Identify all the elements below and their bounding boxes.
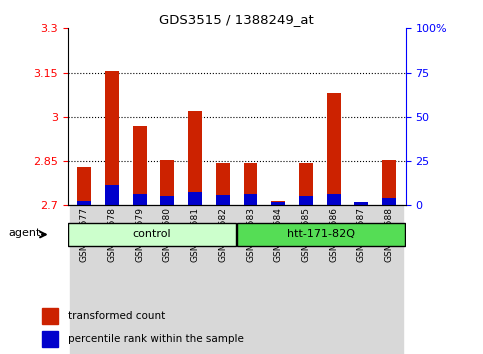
Bar — [271, 201, 285, 205]
Bar — [355, 202, 369, 205]
Bar — [160, 196, 174, 205]
Bar — [216, 162, 230, 205]
Title: GDS3515 / 1388249_at: GDS3515 / 1388249_at — [159, 13, 314, 26]
Bar — [375, 205, 403, 354]
Bar — [382, 160, 396, 205]
Bar — [355, 202, 369, 205]
Bar — [105, 71, 119, 205]
Bar — [237, 223, 405, 246]
Bar — [348, 205, 375, 354]
Text: agent: agent — [8, 228, 41, 238]
Bar — [71, 205, 98, 354]
Bar — [299, 196, 313, 205]
Bar — [382, 198, 396, 205]
Bar — [181, 205, 209, 354]
Bar — [327, 93, 341, 205]
Text: percentile rank within the sample: percentile rank within the sample — [68, 334, 243, 344]
Bar — [243, 162, 257, 205]
Bar — [209, 205, 237, 354]
Bar — [77, 201, 91, 205]
Bar — [77, 167, 91, 205]
Bar — [42, 308, 58, 324]
Bar — [299, 162, 313, 205]
Text: htt-171-82Q: htt-171-82Q — [287, 229, 355, 239]
Bar — [42, 331, 58, 347]
Bar — [188, 192, 202, 205]
Bar — [292, 205, 320, 354]
Bar — [98, 205, 126, 354]
Bar — [327, 194, 341, 205]
Bar — [105, 185, 119, 205]
Bar — [126, 205, 154, 354]
Text: control: control — [133, 229, 171, 239]
Bar — [264, 205, 292, 354]
Bar — [243, 194, 257, 205]
Bar — [160, 160, 174, 205]
Bar — [154, 205, 181, 354]
Bar — [320, 205, 348, 354]
Text: transformed count: transformed count — [68, 311, 165, 321]
Bar — [68, 223, 236, 246]
Bar — [237, 205, 264, 354]
Bar — [216, 195, 230, 205]
Bar — [188, 111, 202, 205]
Bar — [271, 202, 285, 205]
Bar — [133, 126, 147, 205]
Bar — [133, 194, 147, 205]
